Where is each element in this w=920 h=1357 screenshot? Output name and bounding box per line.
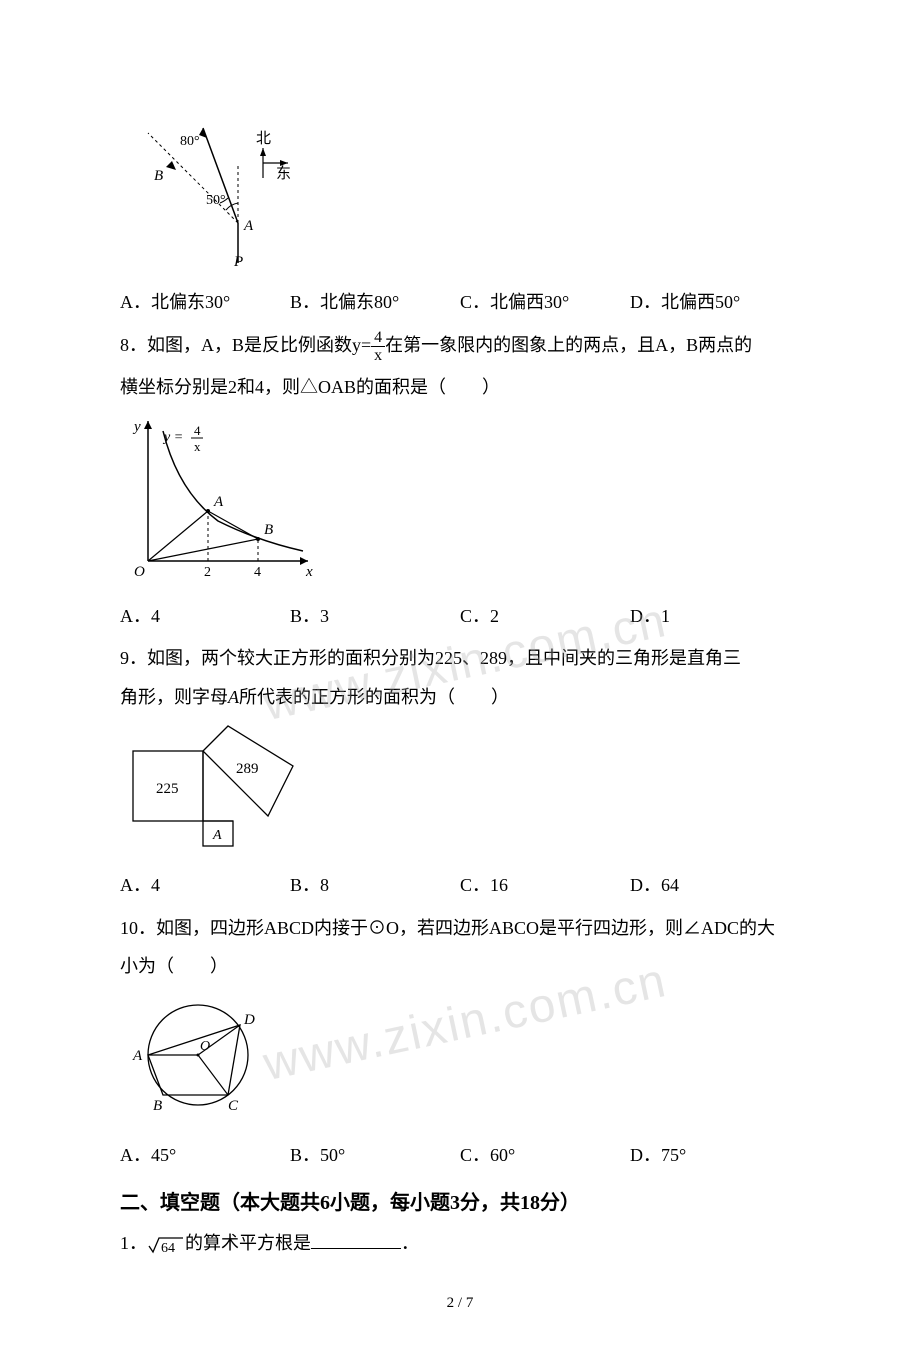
s2-q1: 1． 64 的算术平方根是 ．: [120, 1227, 800, 1259]
q8-label-y: y: [132, 419, 141, 435]
q8-tick-2: 2: [204, 565, 211, 580]
q7-label-B: B: [154, 168, 163, 184]
q7-option-a: A．北偏东30°: [120, 286, 290, 318]
q8-option-a: A．4: [120, 600, 290, 632]
q8-text-line2: 横坐标分别是2和4，则△OAB的面积是（ ）: [120, 371, 800, 403]
q9-option-c: C．16: [460, 869, 630, 901]
q9-figure: 225 289 A: [128, 721, 800, 861]
q8-option-b: B．3: [290, 600, 460, 632]
q8-frac-num: 4: [371, 329, 385, 348]
q9-option-d: D．64: [630, 869, 800, 901]
q10-option-d: D．75°: [630, 1139, 800, 1171]
q7-options: A．北偏东30° B．北偏东80° C．北偏西30° D．北偏西50°: [120, 286, 800, 318]
q8-curve-label-den: x: [194, 439, 201, 454]
q8-tick-4: 4: [254, 565, 261, 580]
q8-label-O: O: [134, 564, 145, 580]
s2-q1-radicand: 64: [161, 1241, 175, 1256]
page-container: www.zixin.com.cn www.zixin.com.cn: [0, 0, 920, 1357]
q8-label-B: B: [264, 522, 273, 538]
q10-figure: A B C D O: [128, 990, 800, 1130]
q7-label-north: 北: [256, 130, 271, 147]
q8-fraction: 4x: [371, 329, 385, 365]
q9-option-a: A．4: [120, 869, 290, 901]
q9-option-b: B．8: [290, 869, 460, 901]
q10-label-O: O: [200, 1039, 210, 1054]
s2-q1-suffix: 的算术平方根是: [185, 1233, 311, 1253]
s2-q1-period: ．: [401, 1233, 419, 1253]
q9-label-A: A: [212, 828, 222, 843]
q10-options: A．45° B．50° C．60° D．75°: [120, 1139, 800, 1171]
q7-option-d: D．北偏西50°: [630, 286, 800, 318]
q10-label-C: C: [228, 1098, 239, 1114]
section2-heading: 二、填空题（本大题共6小题，每小题3分，共18分）: [120, 1185, 800, 1221]
q8-option-d: D．1: [630, 600, 800, 632]
fill-blank: [311, 1248, 401, 1249]
q9-text-line1: 9．如图，两个较大正方形的面积分别为225、289，且中间夹的三角形是直角三: [120, 642, 800, 674]
q10-text-line2: 小为（ ）: [120, 950, 800, 982]
q7-label-east: 东: [276, 165, 291, 182]
q9-options: A．4 B．8 C．16 D．64: [120, 869, 800, 901]
q10-text-line1: 10．如图，四边形ABCD内接于⊙O，若四边形ABCO是平行四边形，则∠ADC的…: [120, 912, 800, 944]
q8-suffix1: 在第一象限内的图象上的两点，且A，B两点的: [385, 335, 752, 355]
q7-option-b: B．北偏东80°: [290, 286, 460, 318]
q8-frac-den: x: [371, 347, 385, 365]
q9-val-225: 225: [156, 781, 179, 797]
q8-prefix: 8．如图，A，B是反比例函数y=: [120, 335, 371, 355]
page-number: 2 / 7: [120, 1290, 800, 1317]
q10-label-D: D: [243, 1012, 255, 1028]
s2-q1-prefix: 1．: [120, 1233, 147, 1253]
q9-text-line2-inner: 角形，则字母A所代表的正方形的面积为（ ）: [120, 687, 509, 707]
q8-text: 8．如图，A，B是反比例函数y=4x在第一象限内的图象上的两点，且A，B两点的: [120, 329, 800, 365]
q10-option-a: A．45°: [120, 1139, 290, 1171]
q7-option-c: C．北偏西30°: [460, 286, 630, 318]
q8-label-A: A: [213, 494, 224, 510]
q9-val-289: 289: [236, 761, 259, 777]
q7-label-P: P: [233, 254, 243, 268]
q8-figure: y x O A B 2 4 y = 4 x: [128, 411, 800, 591]
q7-label-A: A: [243, 218, 254, 234]
q10-label-B: B: [153, 1098, 162, 1114]
q10-option-b: B．50°: [290, 1139, 460, 1171]
q8-options: A．4 B．3 C．2 D．1: [120, 600, 800, 632]
q8-curve-label-num: 4: [194, 423, 201, 438]
q7-figure: 80° 50° B A P 北 东: [128, 108, 800, 278]
q8-label-x: x: [305, 564, 313, 580]
q9-text-line2: 角形，则字母A所代表的正方形的面积为（ ）: [120, 681, 800, 713]
q10-label-A: A: [132, 1048, 143, 1064]
q8-curve-label-y: y =: [162, 430, 183, 445]
q7-angle-80: 80°: [180, 134, 200, 149]
q10-option-c: C．60°: [460, 1139, 630, 1171]
sqrt-icon: 64: [147, 1234, 185, 1256]
q8-option-c: C．2: [460, 600, 630, 632]
q7-angle-50: 50°: [206, 193, 226, 208]
